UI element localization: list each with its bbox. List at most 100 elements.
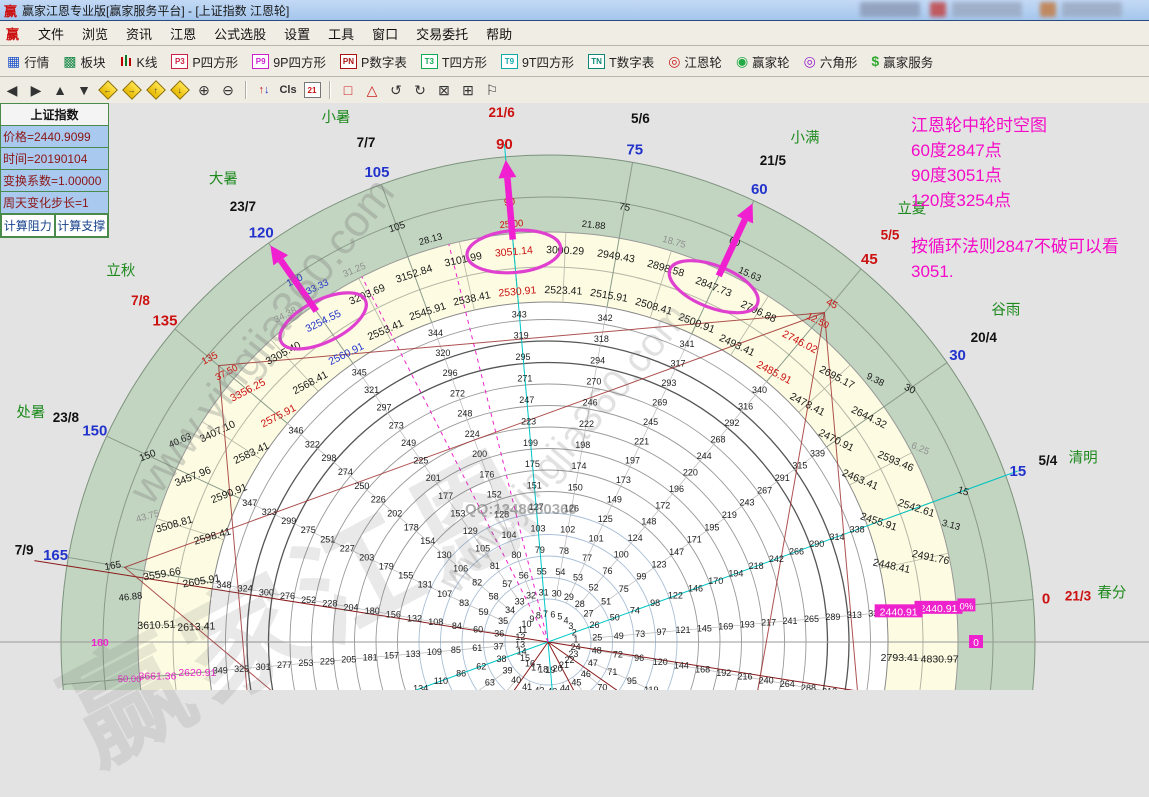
svg-text:148: 148 — [641, 517, 656, 527]
svg-text:179: 179 — [379, 562, 394, 572]
svg-text:197: 197 — [625, 456, 640, 466]
toolbar-button-行情[interactable]: ▦ 行情 — [0, 49, 56, 73]
svg-text:274: 274 — [338, 467, 353, 477]
titlebar-blurred-item — [952, 2, 1022, 17]
menu-item-设置[interactable]: 设置 — [284, 26, 311, 42]
diamond-down-button[interactable]: ↓ — [168, 79, 192, 101]
toolbar-button-赢家轮[interactable]: ◉ 赢家轮 — [729, 49, 797, 73]
toolbar-label: 赢家轮 — [752, 55, 790, 70]
calc-support-button[interactable]: 计算支撑 — [54, 214, 108, 237]
nav-up-button[interactable]: ▲ — [53, 82, 67, 98]
menu-bar: 赢 文件 浏览 资讯 江恩 公式选股 设置 工具 窗口 交易委托 帮助 — [0, 21, 1149, 46]
menu-item-公式选股[interactable]: 公式选股 — [214, 26, 267, 42]
cls-button-button[interactable]: Cls — [279, 84, 297, 96]
chart-toolbar: ◀ ▶ ▲ ▼ ← → ↑ ↓ ⊕ ⊖ ↑ ↓ Cls 21 □ △ ↺ ↻ ⊠ ⊞ ⚐ — [0, 77, 1149, 104]
svg-text:315: 315 — [792, 461, 807, 471]
svg-text:谷雨: 谷雨 — [991, 301, 1020, 318]
svg-text:119: 119 — [644, 685, 658, 690]
svg-text:小满: 小满 — [790, 130, 819, 147]
menu-item-工具[interactable]: 工具 — [328, 26, 355, 42]
draw-triangle-button[interactable]: △ — [366, 81, 378, 98]
toolbar-button-赢家服务[interactable]: $ 赢家服务 — [864, 49, 940, 73]
rotate-cw-button[interactable]: ↻ — [414, 81, 426, 98]
svg-text:15: 15 — [956, 485, 970, 499]
svg-text:296: 296 — [443, 368, 458, 378]
nav-right-button[interactable]: ▶ — [30, 81, 42, 98]
svg-text:123: 123 — [651, 559, 666, 569]
updown-arrows-button[interactable]: ↑ ↓ — [258, 84, 270, 96]
annotation-gap — [911, 213, 1119, 234]
nav-down-button[interactable]: ▼ — [77, 82, 91, 98]
svg-text:271: 271 — [517, 374, 532, 384]
menu-item-江恩[interactable]: 江恩 — [170, 26, 197, 42]
svg-text:243: 243 — [740, 498, 755, 508]
diamond-right-button[interactable]: → — [120, 79, 144, 101]
step-row: 周天变化步长=1 — [1, 192, 108, 214]
svg-text:54: 54 — [555, 567, 565, 577]
draw-square-button[interactable]: □ — [343, 82, 353, 98]
svg-text:277: 277 — [277, 660, 292, 670]
svg-text:289: 289 — [825, 612, 840, 622]
svg-text:165: 165 — [43, 547, 68, 564]
toolbar-button-T数字表[interactable]: TN T数字表 — [581, 49, 661, 73]
svg-text:26: 26 — [590, 620, 600, 630]
expand-button[interactable]: ⊠ — [438, 81, 450, 98]
menu-item-浏览[interactable]: 浏览 — [82, 26, 109, 42]
toolbar-button-9P四方形[interactable]: P9 9P四方形 — [245, 49, 333, 73]
toolbar-button-江恩轮[interactable]: ◎ 江恩轮 — [661, 49, 729, 73]
svg-text:144: 144 — [674, 661, 689, 671]
nav-left-button[interactable]: ◀ — [6, 81, 18, 98]
svg-text:317: 317 — [670, 358, 685, 368]
svg-text:105: 105 — [475, 544, 490, 554]
titlebar-blurred-item — [860, 2, 920, 17]
toolbar-button-K线[interactable]: K线 — [113, 49, 165, 73]
menu-item-交易委托[interactable]: 交易委托 — [416, 26, 469, 42]
svg-text:15: 15 — [520, 653, 530, 663]
menu-item-文件[interactable]: 文件 — [38, 26, 65, 42]
toolbar-label: P数字表 — [360, 55, 407, 70]
svg-text:248: 248 — [457, 409, 472, 419]
menu-item-窗口[interactable]: 窗口 — [372, 26, 399, 42]
diamond-down-icon: ↓ — [170, 80, 190, 100]
toolbar-button-P四方形[interactable]: P3 P四方形 — [164, 49, 245, 73]
svg-text:45: 45 — [824, 297, 839, 312]
svg-text:29: 29 — [564, 592, 574, 602]
svg-text:7: 7 — [543, 609, 548, 619]
svg-text:170: 170 — [708, 576, 723, 586]
svg-text:60: 60 — [751, 181, 768, 198]
svg-text:2613.41: 2613.41 — [177, 620, 216, 634]
calendar-button[interactable]: 21 — [300, 79, 324, 101]
zoom-out-button[interactable]: ⊖ — [222, 81, 234, 98]
toolbar-button-板块[interactable]: ▩ 板块 — [56, 49, 112, 73]
svg-text:7/7: 7/7 — [357, 135, 376, 150]
toolbar-button-六角形[interactable]: ◎ 六角形 — [797, 49, 865, 73]
toolbar-button-P数字表[interactable]: PN P数字表 — [333, 49, 414, 73]
price-row: 价格=2440.9099 — [1, 126, 108, 148]
zoom-in-button[interactable]: ⊕ — [198, 81, 210, 98]
rotate-ccw-button[interactable]: ↺ — [390, 81, 402, 98]
svg-text:98: 98 — [650, 598, 660, 608]
svg-text:5/6: 5/6 — [631, 111, 650, 126]
svg-text:19: 19 — [545, 665, 555, 675]
calc-resistance-button[interactable]: 计算阻力 — [1, 214, 55, 237]
menu-item-帮助[interactable]: 帮助 — [486, 26, 513, 42]
toolbar-button-9T四方形[interactable]: T9 9T四方形 — [494, 49, 581, 73]
svg-text:349: 349 — [213, 666, 228, 676]
diamond-up-button[interactable]: ↑ — [144, 79, 168, 101]
svg-text:151: 151 — [527, 481, 542, 491]
toolbar-button-T四方形[interactable]: T3 T四方形 — [414, 49, 494, 73]
svg-text:78: 78 — [559, 546, 569, 556]
svg-text:18: 18 — [538, 665, 548, 675]
svg-text:63: 63 — [485, 678, 495, 688]
svg-text:129: 129 — [463, 526, 478, 536]
shrink-button[interactable]: ⊞ — [462, 81, 474, 98]
flag-tool-button[interactable]: ⚐ — [485, 81, 499, 98]
svg-text:46.88: 46.88 — [118, 591, 143, 604]
svg-text:0: 0 — [973, 638, 979, 649]
menu-item-资讯[interactable]: 资讯 — [126, 26, 153, 42]
svg-text:157: 157 — [384, 651, 399, 661]
svg-text:178: 178 — [404, 522, 419, 532]
svg-text:90: 90 — [496, 136, 513, 153]
diamond-left-button[interactable]: ← — [96, 79, 120, 101]
gann-wheel-chart[interactable]: 1234567891011121314151617181920212223242… — [0, 103, 1149, 690]
